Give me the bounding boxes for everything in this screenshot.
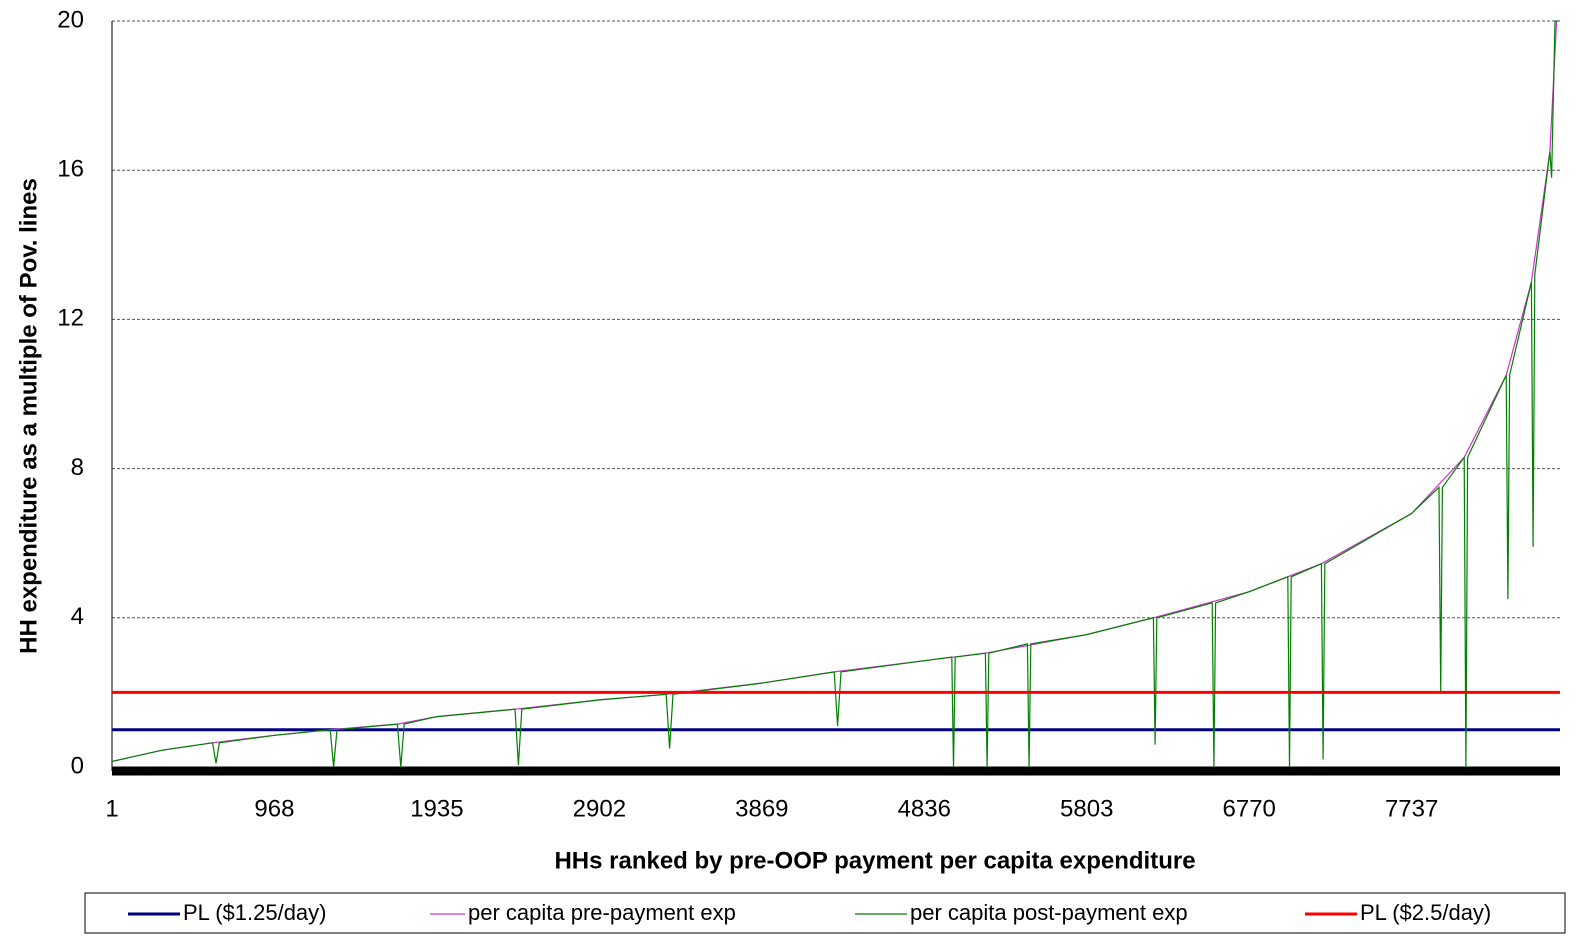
legend-label: per capita post-payment exp (910, 900, 1188, 925)
legend-label: PL ($2.5/day) (1360, 900, 1491, 925)
x-tick-label: 3869 (735, 795, 788, 822)
legend-label: PL ($1.25/day) (183, 900, 327, 925)
x-tick-label: 1 (105, 795, 118, 822)
y-axis-title: HH expenditure as a multiple of Pov. lin… (15, 178, 42, 654)
x-axis-title: HHs ranked by pre-OOP payment per capita… (554, 847, 1195, 874)
y-tick-label: 20 (57, 6, 84, 33)
y-tick-label: 16 (57, 156, 84, 183)
x-tick-label: 1935 (410, 795, 463, 822)
legend-label: per capita pre-payment exp (468, 900, 736, 925)
series-line (111, 20, 1558, 762)
x-tick-label: 968 (254, 795, 294, 822)
x-tick-label: 7737 (1385, 795, 1438, 822)
series-line (111, 20, 1559, 768)
y-tick-label: 12 (57, 305, 84, 332)
y-tick-label: 8 (71, 454, 84, 481)
x-tick-label: 4836 (898, 795, 951, 822)
x-tick-label: 2902 (573, 795, 626, 822)
y-tick-label: 4 (71, 603, 84, 630)
y-tick-label: 0 (71, 752, 84, 779)
x-tick-label: 6770 (1223, 795, 1276, 822)
x-tick-label: 5803 (1060, 795, 1113, 822)
